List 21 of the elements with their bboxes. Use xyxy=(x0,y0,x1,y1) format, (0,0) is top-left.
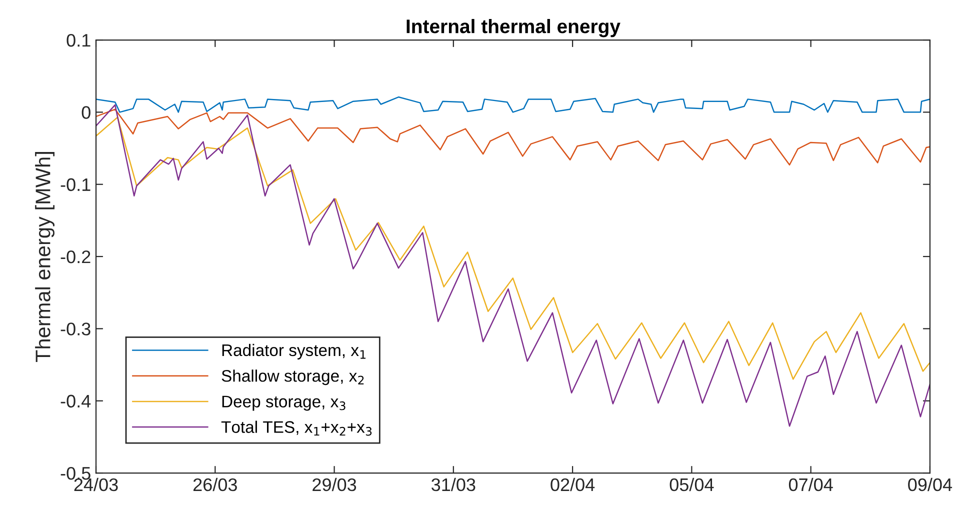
x-tick-label: 31/03 xyxy=(432,478,476,492)
y-tick-label: -0.3 xyxy=(60,322,90,336)
legend-label: Total TES, x$_{1}$+x$_{2}$+x$_{3}$ xyxy=(221,420,372,436)
x-tick-label: 24/03 xyxy=(74,478,118,492)
legend-label: Radiator system, x$_{1}$ xyxy=(222,344,366,360)
y-tick-label: -0.4 xyxy=(60,394,91,408)
y-tick-label: 0.1 xyxy=(66,34,90,47)
x-tick-label: 02/04 xyxy=(550,478,595,492)
y-axis-title: Thermal energy [MWh] xyxy=(35,152,54,362)
y-tick-label: -0.1 xyxy=(60,178,90,192)
y-tick-label: -0.2 xyxy=(60,250,90,264)
x-tick-label: 26/03 xyxy=(193,478,237,492)
x-tick-label: 29/03 xyxy=(312,478,356,492)
x-tick-label: 05/04 xyxy=(670,478,714,492)
legend-label: Shallow storage, x$_{2}$ xyxy=(222,370,364,386)
y-tick-label: -0.5 xyxy=(60,466,90,480)
x-tick-label: 07/04 xyxy=(788,478,833,492)
legend-label: Deep storage, x$_{3}$ xyxy=(222,396,346,411)
x-tick-label: 09/04 xyxy=(908,478,952,492)
y-tick-label: 0 xyxy=(82,106,90,119)
chart-title: Internal thermal energy xyxy=(406,18,620,38)
